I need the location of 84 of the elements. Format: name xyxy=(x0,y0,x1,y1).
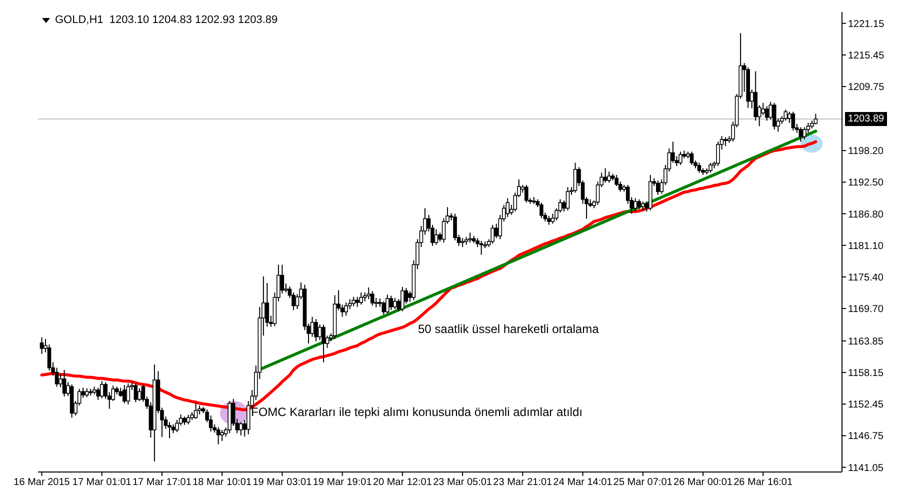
x-tick-label: 20 Mar 12:01 xyxy=(372,477,432,488)
y-tick-label: 1152.45 xyxy=(848,400,884,411)
candlestick xyxy=(216,426,220,445)
candlestick xyxy=(122,384,126,404)
candlestick xyxy=(656,180,660,196)
candlestick xyxy=(708,162,712,174)
candlestick xyxy=(370,290,374,306)
y-tick-label: 1175.40 xyxy=(848,272,884,284)
candlestick xyxy=(566,186,570,211)
y-tick-label: 1163.85 xyxy=(848,336,884,348)
candlestick xyxy=(540,202,544,219)
y-tick-label: 1146.75 xyxy=(848,431,884,442)
y-tick-label: 1215.45 xyxy=(848,50,885,62)
candlestick xyxy=(607,171,611,184)
ref-line-label: 1203.89 xyxy=(848,114,885,125)
candlestick xyxy=(366,286,371,300)
candlestick xyxy=(386,294,390,314)
x-tick-label: 25 Mar 07:01 xyxy=(613,477,673,488)
annotation: FOMC Kararları ile tepki alımı konusunda önemli adımlar atıldı xyxy=(251,405,582,420)
candlestick xyxy=(490,224,494,244)
candlestick xyxy=(573,162,578,194)
candlestick xyxy=(314,318,318,342)
candlestick xyxy=(389,295,394,311)
chart-title: GOLD,H1 1203.10 1204.83 1202.93 1203.89 xyxy=(55,14,278,26)
candlestick xyxy=(764,106,769,122)
candlestick xyxy=(400,286,404,312)
candlestick xyxy=(434,228,438,246)
candlestick xyxy=(280,264,284,294)
candlestick xyxy=(814,113,818,125)
candlestick xyxy=(603,168,608,184)
candlestick xyxy=(637,198,642,210)
candlestick xyxy=(352,296,356,307)
y-tick-label: 1192.50 xyxy=(848,178,884,189)
candlestick xyxy=(322,324,326,363)
x-tick-label: 26 Mar 00:01 xyxy=(674,477,733,488)
candlestick xyxy=(96,387,100,400)
y-tick-label: 1221.15 xyxy=(848,18,885,30)
candlestick xyxy=(238,422,243,436)
candlestick xyxy=(524,184,528,204)
x-tick-label: 24 Mar 14:01 xyxy=(553,477,613,488)
candlestick xyxy=(344,302,348,316)
annotation: 50 saatlik üssel hareketli ortalama xyxy=(418,322,600,336)
y-tick-label: 1186.80 xyxy=(848,209,884,220)
candlestick xyxy=(772,102,776,130)
candlestick xyxy=(318,324,322,341)
candlestick xyxy=(134,382,138,403)
candlestick xyxy=(359,292,364,306)
candlestick xyxy=(798,126,803,142)
candlestick xyxy=(678,151,682,166)
candlestick xyxy=(355,296,360,308)
y-tick-label: 1141.05 xyxy=(848,462,884,474)
x-tick-label: 18 Mar 10:01 xyxy=(192,477,252,488)
candlestick xyxy=(633,198,638,212)
candlestick xyxy=(802,126,806,140)
candlestick xyxy=(382,300,386,316)
x-tick-label: 17 Mar 17:01 xyxy=(132,477,192,488)
candlestick xyxy=(393,297,397,310)
x-tick-label: 23 Mar 21:01 xyxy=(493,477,553,488)
candlestick xyxy=(784,109,788,122)
y-tick-label: 1169.70 xyxy=(848,304,884,316)
x-tick-label: 19 Mar 03:01 xyxy=(252,477,312,488)
candlestick xyxy=(697,162,702,174)
x-tick-label: 16 Mar 2015 xyxy=(14,477,70,488)
candlestick xyxy=(62,370,66,398)
candlestick xyxy=(100,380,104,399)
candlestick xyxy=(468,232,472,244)
x-tick-label: 23 Mar 05:01 xyxy=(433,477,492,488)
y-tick-label: 1181.10 xyxy=(848,240,884,252)
candlestick xyxy=(126,382,130,405)
x-tick-label: 17 Mar 01:01 xyxy=(72,477,132,488)
y-tick-label: 1158.15 xyxy=(848,368,884,380)
y-tick-label: 1198.20 xyxy=(848,146,884,158)
candlestick xyxy=(220,429,224,442)
candlestick xyxy=(761,102,766,116)
x-tick-label: 26 Mar 16:01 xyxy=(734,477,793,488)
x-tick-label: 19 Mar 19:01 xyxy=(312,477,372,488)
candlestick xyxy=(506,198,510,218)
y-tick-label: 1209.75 xyxy=(848,82,885,94)
candlestick xyxy=(138,388,142,402)
candlestick xyxy=(690,151,694,166)
candlestick xyxy=(186,414,190,425)
candlestick xyxy=(40,336,44,354)
candlestick xyxy=(194,402,198,420)
candlestick xyxy=(791,111,796,132)
